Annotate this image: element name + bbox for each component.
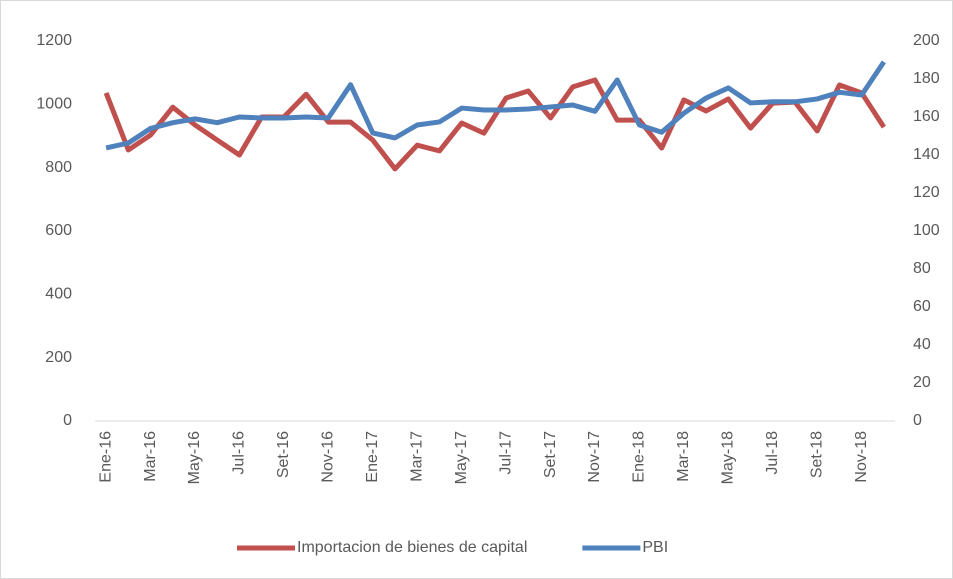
y2-tick-label: 80 [913,260,931,277]
y2-tick-label: 40 [913,336,931,353]
y2-tick-label: 180 [913,70,940,87]
x-tick-label: Set-18 [808,431,825,478]
series-line [105,60,886,151]
x-tick-label: Nov-18 [853,431,870,483]
x-tick-label: May-16 [186,431,203,484]
y-tick-label: 400 [45,286,72,303]
series-line [103,77,886,172]
x-tick-label: Ene-18 [631,431,648,483]
x-tick-label: Jul-16 [231,431,248,475]
x-tick-label: Jul-18 [764,431,781,475]
y-tick-label: 0 [63,412,72,429]
x-tick-label: Mar-17 [408,431,425,482]
y2-tick-label: 200 [913,32,940,49]
y-tick-label: 800 [45,159,72,176]
y2-tick-label: 0 [913,412,922,429]
y2-tick-label: 140 [913,146,940,163]
x-tick-label: Nov-16 [320,431,337,483]
x-tick-label: Mar-16 [142,431,159,482]
x-tick-label: Set-16 [275,431,292,478]
x-tick-label: Nov-17 [586,431,603,483]
y-tick-label: 600 [45,222,72,239]
y-tick-label: 1000 [36,96,72,113]
y-tick-label: 200 [45,349,72,366]
y2-tick-label: 100 [913,222,940,239]
y-tick-label: 1200 [36,32,72,49]
x-tick-label: Jul-17 [497,431,514,475]
y2-tick-label: 160 [913,108,940,125]
legend-label: Importacion de bienes de capital [297,539,527,556]
y2-tick-label: 20 [913,374,931,391]
x-tick-label: May-17 [453,431,470,484]
y2-tick-label: 60 [913,298,931,315]
x-tick-label: May-18 [720,431,737,484]
x-tick-label: Mar-18 [675,431,692,482]
legend-label: PBI [642,539,668,556]
x-tick-label: Ene-17 [364,431,381,483]
y2-tick-label: 120 [913,184,940,201]
x-tick-label: Set-17 [542,431,559,478]
x-tick-label: Ene-16 [97,431,114,483]
